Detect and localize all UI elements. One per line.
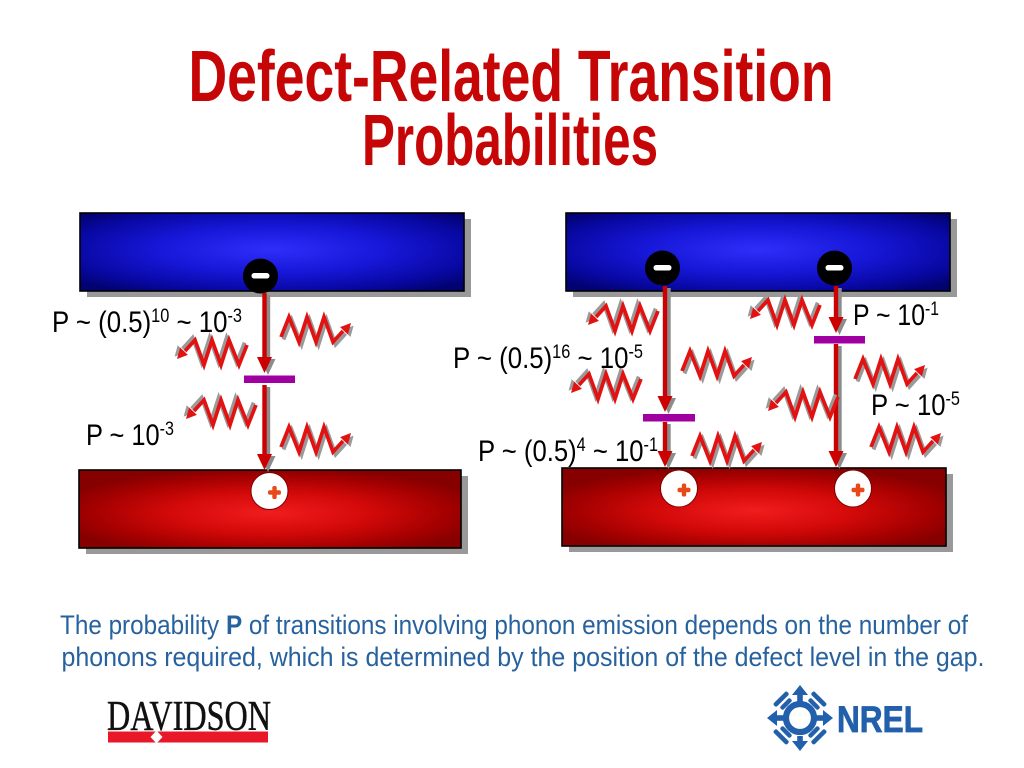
svg-text:NREL: NREL (837, 699, 923, 740)
svg-text:P ~ 10-1: P ~ 10-1 (853, 299, 939, 332)
svg-text:The probability P of transitio: The probability P of transitions involvi… (60, 610, 968, 640)
svg-text:P ~ (0.5)10 ~ 10-3: P ~ (0.5)10 ~ 10-3 (52, 306, 242, 339)
svg-text:Probabilities: Probabilities (362, 101, 658, 181)
svg-text:P ~ 10-5: P ~ 10-5 (871, 389, 960, 422)
svg-text:phonons required, which is det: phonons required, which is determined by… (62, 642, 985, 672)
svg-text:P ~ (0.5)4 ~ 10-1: P ~ (0.5)4 ~ 10-1 (478, 435, 658, 468)
svg-text:P ~ (0.5)16 ~ 10-5: P ~ (0.5)16 ~ 10-5 (453, 342, 643, 375)
svg-text:Defect-Related Transition: Defect-Related Transition (189, 37, 834, 117)
svg-text:P ~ 10-3: P ~ 10-3 (86, 419, 174, 452)
